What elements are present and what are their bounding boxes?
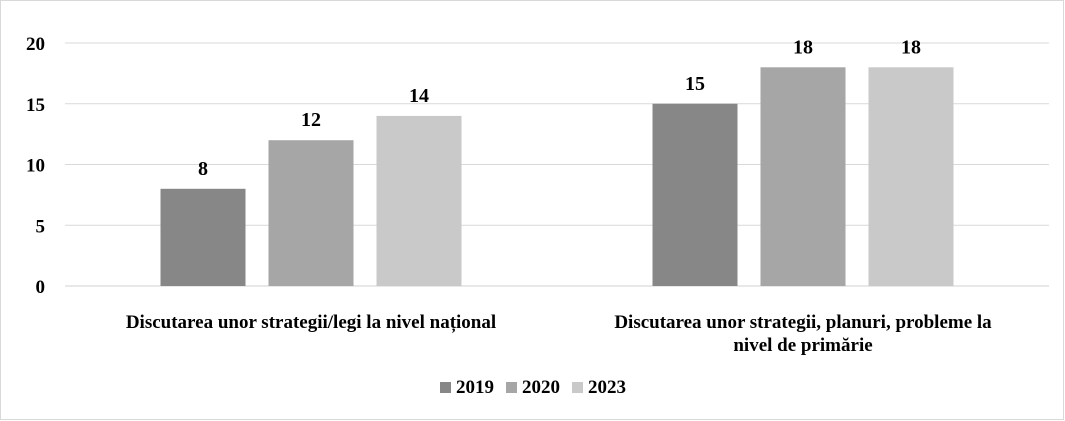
legend-label: 2020 bbox=[522, 377, 560, 398]
data-label: 14 bbox=[409, 85, 429, 107]
data-label: 15 bbox=[685, 73, 705, 95]
category-label: nivel de primărie bbox=[733, 335, 872, 356]
data-label: 8 bbox=[198, 158, 208, 180]
legend-label: 2023 bbox=[588, 377, 626, 398]
data-label: 12 bbox=[301, 109, 321, 131]
bar bbox=[868, 67, 954, 286]
data-label: 18 bbox=[901, 36, 921, 58]
legend-swatch bbox=[572, 382, 583, 393]
category-label: Discutarea unor strategii/legi la nivel … bbox=[126, 312, 496, 333]
y-tick-label: 20 bbox=[26, 34, 45, 55]
legend-label: 2019 bbox=[456, 377, 494, 398]
y-tick-label: 5 bbox=[36, 216, 46, 237]
bar bbox=[652, 103, 738, 286]
y-tick-label: 15 bbox=[26, 95, 45, 116]
category-label: Discutarea unor strategii, planuri, prob… bbox=[614, 312, 992, 333]
legend-swatch bbox=[440, 382, 451, 393]
legend-swatch bbox=[506, 382, 517, 393]
bar bbox=[160, 188, 246, 286]
bar bbox=[268, 140, 354, 286]
bar bbox=[760, 67, 846, 286]
y-tick-label: 10 bbox=[26, 156, 45, 177]
data-label: 18 bbox=[793, 36, 813, 58]
y-tick-label: 0 bbox=[36, 277, 46, 298]
bar bbox=[376, 115, 462, 287]
